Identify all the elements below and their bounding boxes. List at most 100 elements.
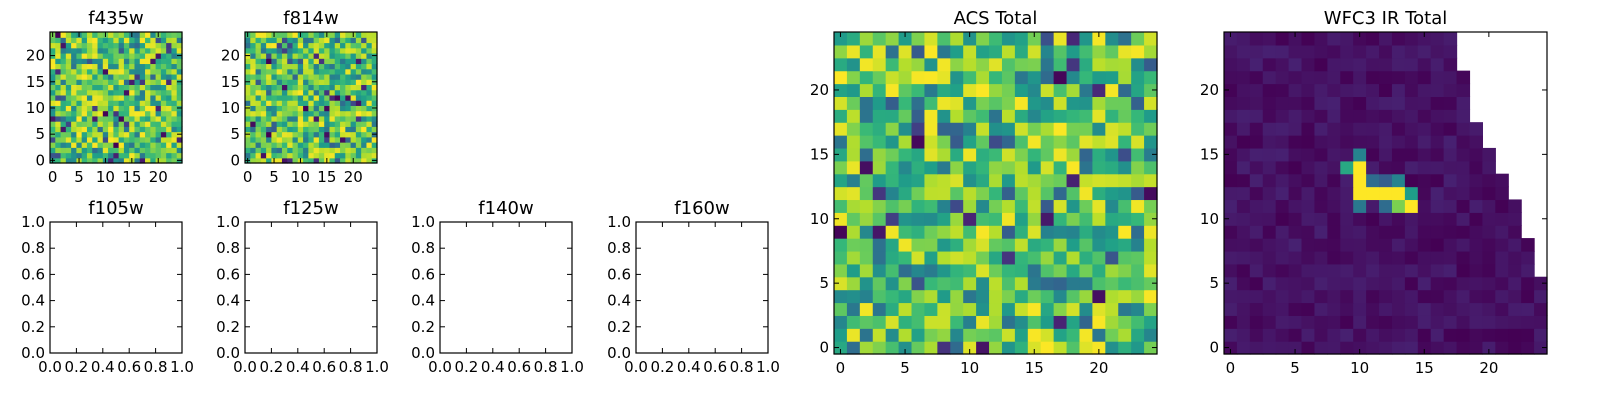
panel-f435w-cell xyxy=(118,121,125,127)
panel-f814w-cell xyxy=(334,32,341,38)
panel-acs-total-cell xyxy=(1079,341,1093,355)
panel-acs-total-cell xyxy=(989,289,1003,304)
panel-f435w-cell xyxy=(166,121,173,127)
panel-acs-total-cell xyxy=(976,173,990,188)
panel-f435w-cell xyxy=(81,73,88,80)
panel-wfc3-ir-total-cell xyxy=(1288,173,1303,188)
panel-f435w-cell xyxy=(108,121,114,127)
panel-acs-total-cell xyxy=(846,160,861,175)
panel-acs-total-cell xyxy=(1040,109,1055,123)
panel-f435w-cell xyxy=(60,147,67,154)
panel-f814w-cell xyxy=(340,47,346,54)
panel-f435w-cell xyxy=(60,73,67,80)
panel-f435w-cell xyxy=(145,152,151,159)
panel-acs-total-cell xyxy=(1079,212,1093,226)
panel-f435w-cell xyxy=(150,110,157,117)
panel-acs-total-cell xyxy=(872,83,887,97)
panel-wfc3-ir-total-cell xyxy=(1262,263,1277,278)
panel-f814w-cell xyxy=(303,79,309,85)
panel-f814w-cell xyxy=(255,58,262,65)
panel-f435w-ytick-label: 0 xyxy=(35,151,45,169)
panel-f435w-cell xyxy=(145,131,151,138)
panel-f435w-cell xyxy=(118,142,125,148)
panel-f814w-cell xyxy=(255,157,262,164)
panel-acs-total-cell xyxy=(846,315,861,329)
panel-acs-total-cell xyxy=(911,160,926,175)
panel-f435w-cell xyxy=(50,68,56,75)
panel-acs-total-cell xyxy=(1066,32,1081,46)
panel-acs-total-cell xyxy=(976,57,990,72)
panel-f814w-cell xyxy=(340,115,346,122)
panel-acs-total-cell xyxy=(1118,160,1132,175)
panel-wfc3-ir-total-cell xyxy=(1379,57,1393,72)
panel-wfc3-ir-total-cell xyxy=(1288,147,1303,162)
panel-f814w-cell xyxy=(308,157,315,164)
panel-wfc3-ir-total-cell xyxy=(1340,263,1354,278)
panel-f814w-cell xyxy=(266,52,272,59)
panel-wfc3-ir-total-cell xyxy=(1495,225,1509,239)
panel-f814w-cell xyxy=(318,84,325,91)
panel-wfc3-ir-total-cell xyxy=(1275,109,1290,123)
panel-wfc3-ir-total-cell xyxy=(1353,341,1367,355)
panel-f814w-cell xyxy=(345,142,352,148)
panel-f435w-cell xyxy=(118,147,125,154)
panel-wfc3-ir-total-cell xyxy=(1482,276,1496,291)
panel-acs-total-cell xyxy=(1014,302,1029,316)
panel-f160w-ytick-label: 0.6 xyxy=(607,265,631,283)
panel-f814w-cell xyxy=(371,37,378,44)
panel-wfc3-ir-total-cell xyxy=(1456,276,1471,291)
panel-f814w-cell xyxy=(287,94,294,101)
panel-wfc3-ir-total-cell xyxy=(1508,341,1522,355)
panel-f814w-cell xyxy=(287,32,294,38)
panel-acs-total-cell xyxy=(1092,302,1106,316)
panel-f814w-cell xyxy=(340,121,346,127)
panel-f814w-cell xyxy=(276,47,283,54)
panel-wfc3-ir-total-cell xyxy=(1314,263,1328,278)
panel-acs-total-cell xyxy=(989,263,1003,278)
panel-f814w-cell xyxy=(329,121,336,127)
panel-f435w-cell xyxy=(113,105,120,112)
panel-wfc3-ir-total-cell xyxy=(1379,250,1393,265)
panel-acs-total-cell xyxy=(846,147,861,162)
panel-f435w-cell xyxy=(92,100,99,106)
panel-wfc3-ir-total-cell xyxy=(1224,263,1238,278)
panel-f435w-cell xyxy=(113,131,120,138)
panel-f435w-cell xyxy=(176,84,183,91)
panel-wfc3-ir-total-cell xyxy=(1314,289,1328,304)
panel-acs-total-cell xyxy=(1053,44,1068,59)
panel-wfc3-ir-total-cell xyxy=(1301,302,1316,316)
panel-f435w-cell xyxy=(166,68,173,75)
panel-wfc3-ir-total-cell xyxy=(1404,238,1419,252)
panel-wfc3-ir-total-cell xyxy=(1288,160,1303,175)
panel-acs-total-cell xyxy=(963,263,977,278)
panel-f814w-cell xyxy=(292,68,299,75)
panel-wfc3-ir-total-cell xyxy=(1288,83,1303,97)
panel-f435w-cell xyxy=(55,58,62,65)
panel-f814w-cell xyxy=(340,142,346,148)
panel-f435w-cell xyxy=(60,94,67,101)
panel-wfc3-ir-total-cell xyxy=(1314,328,1328,342)
panel-f435w-cell xyxy=(97,63,104,70)
panel-f435w-cell xyxy=(86,136,93,143)
panel-f435w-cell xyxy=(108,58,114,65)
panel-f435w-cell xyxy=(55,105,62,112)
panel-wfc3-ir-total-cell xyxy=(1262,186,1277,201)
panel-acs-total-cell xyxy=(911,186,926,201)
panel-f814w-cell xyxy=(260,68,267,75)
panel-f435w-cell xyxy=(81,115,88,122)
panel-acs-total-cell xyxy=(1131,225,1145,239)
panel-acs-total-cell xyxy=(1105,70,1119,85)
panel-f814w-cell xyxy=(271,142,278,148)
panel-wfc3-ir-total-xtick-label: 5 xyxy=(1290,359,1300,377)
panel-f435w-cell xyxy=(92,126,99,133)
panel-f814w-cell xyxy=(255,152,262,159)
panel-acs-total-cell xyxy=(1144,83,1158,97)
panel-f814w-cell xyxy=(281,110,288,117)
panel-f435w-cell xyxy=(97,73,104,80)
panel-f435w-cell xyxy=(123,32,130,38)
panel-acs-total-cell xyxy=(924,96,938,110)
panel-f435w-cell xyxy=(102,47,109,54)
panel-f814w-cell xyxy=(318,94,325,101)
panel-acs-total-cell xyxy=(885,44,900,59)
